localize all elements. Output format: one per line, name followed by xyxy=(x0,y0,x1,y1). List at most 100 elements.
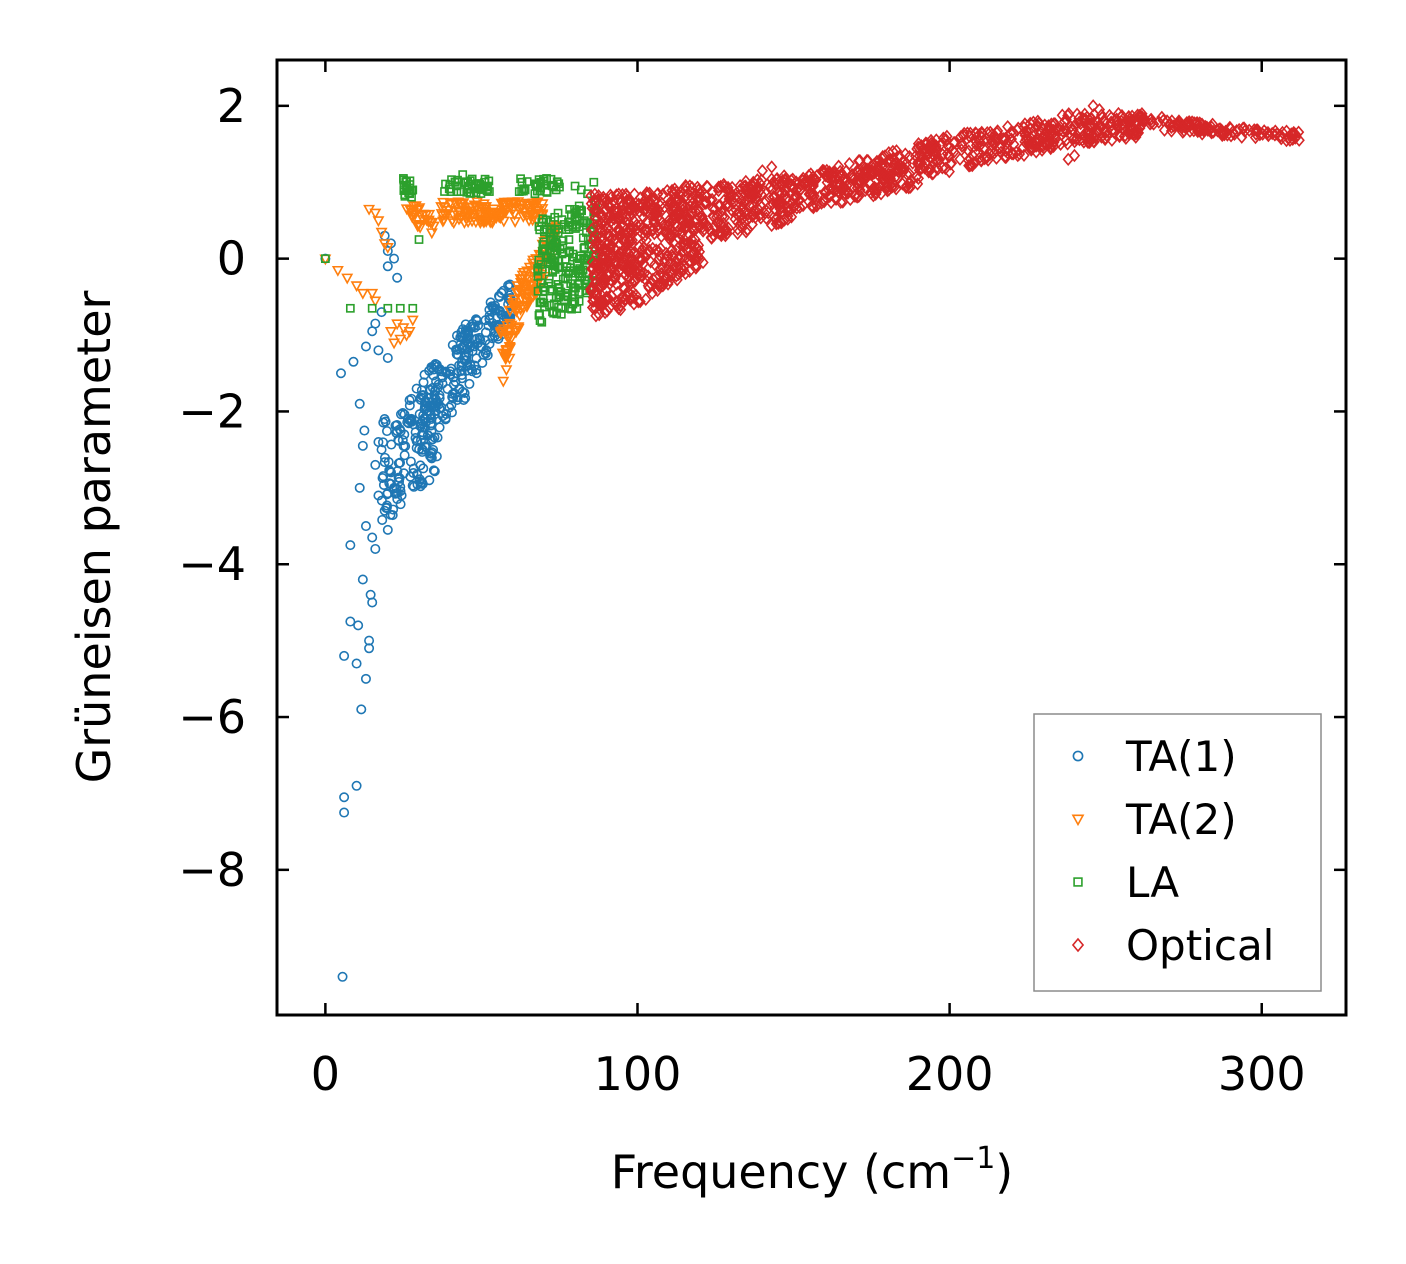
data-point xyxy=(496,348,509,360)
data-point xyxy=(423,393,434,404)
data-point xyxy=(628,297,640,311)
data-point xyxy=(642,279,654,293)
data-point xyxy=(571,208,581,218)
data-point xyxy=(370,318,381,329)
x-tick-label: 200 xyxy=(906,1047,994,1101)
data-point xyxy=(421,402,432,413)
data-point xyxy=(759,206,771,221)
data-point xyxy=(749,210,761,225)
data-point xyxy=(628,274,640,289)
data-point xyxy=(954,152,966,166)
data-point xyxy=(964,158,977,173)
data-point xyxy=(1060,133,1072,147)
data-point xyxy=(939,161,952,176)
data-point xyxy=(511,287,524,299)
data-point xyxy=(611,204,624,219)
data-point xyxy=(649,257,661,272)
data-point xyxy=(734,182,747,197)
data-point xyxy=(1091,125,1104,139)
data-point xyxy=(379,457,390,468)
data-point xyxy=(458,205,471,217)
data-point xyxy=(678,238,691,253)
data-point xyxy=(805,199,818,213)
data-point xyxy=(476,189,486,198)
data-point xyxy=(589,177,599,187)
data-point xyxy=(404,400,415,411)
data-point xyxy=(651,219,664,233)
data-point xyxy=(446,184,456,194)
data-point xyxy=(549,232,558,242)
data-point xyxy=(696,209,708,224)
data-point xyxy=(455,199,467,211)
data-point xyxy=(643,194,655,208)
data-point xyxy=(510,327,522,339)
data-point xyxy=(578,233,588,243)
data-point xyxy=(650,270,662,284)
data-point xyxy=(561,225,571,234)
data-point xyxy=(722,180,734,195)
data-point xyxy=(652,244,664,258)
data-point xyxy=(585,189,597,203)
data-point xyxy=(748,204,760,218)
data-point xyxy=(621,196,633,210)
data-point xyxy=(1194,122,1207,137)
data-point xyxy=(766,160,778,174)
data-point xyxy=(417,444,428,455)
data-point xyxy=(903,181,915,195)
data-point xyxy=(859,164,871,178)
y-axis-title: Grüneisen parameter xyxy=(67,290,121,783)
data-point xyxy=(537,246,547,256)
data-point xyxy=(820,169,832,183)
data-point xyxy=(658,200,671,214)
data-point xyxy=(664,222,676,236)
data-point xyxy=(1031,119,1043,134)
data-point xyxy=(958,126,970,141)
data-point xyxy=(408,303,418,313)
data-point xyxy=(544,274,554,284)
legend-label: TA(2) xyxy=(1125,795,1237,844)
data-point xyxy=(345,540,356,551)
data-point xyxy=(367,532,378,543)
data-point xyxy=(680,216,692,230)
data-point xyxy=(469,360,480,371)
data-point xyxy=(456,373,467,384)
data-point xyxy=(884,171,896,186)
data-point xyxy=(686,204,699,219)
data-point xyxy=(553,228,563,237)
data-point xyxy=(523,262,536,274)
data-point xyxy=(436,211,449,223)
data-point xyxy=(373,490,384,501)
data-point xyxy=(500,350,513,362)
data-point xyxy=(503,318,516,330)
data-point xyxy=(878,168,890,183)
y-tick-label: −8 xyxy=(178,843,246,897)
data-point xyxy=(595,216,607,230)
data-point xyxy=(419,401,430,412)
data-point xyxy=(388,338,401,350)
data-point xyxy=(357,440,368,451)
data-point xyxy=(451,368,462,379)
data-point xyxy=(454,383,465,394)
data-point xyxy=(1216,125,1228,139)
y-tick-label: −4 xyxy=(178,537,246,591)
data-point xyxy=(503,332,516,344)
data-point xyxy=(859,165,871,180)
data-point xyxy=(977,134,990,148)
data-point xyxy=(566,279,576,288)
data-point xyxy=(339,650,350,661)
data-point xyxy=(871,161,883,175)
data-point xyxy=(548,266,557,275)
data-point xyxy=(535,186,545,196)
data-point xyxy=(1083,135,1095,149)
data-point xyxy=(424,365,435,376)
data-point xyxy=(1031,118,1043,132)
data-point xyxy=(521,210,534,222)
x-axis-title-main: Frequency (cm xyxy=(611,1145,951,1199)
legend-entries: TA(1) TA(2) LA Optical xyxy=(1071,732,1274,970)
data-point xyxy=(964,152,977,166)
data-point xyxy=(422,215,435,227)
data-point xyxy=(337,971,348,982)
data-point xyxy=(575,278,584,288)
data-point xyxy=(852,173,865,188)
data-point xyxy=(736,200,749,214)
